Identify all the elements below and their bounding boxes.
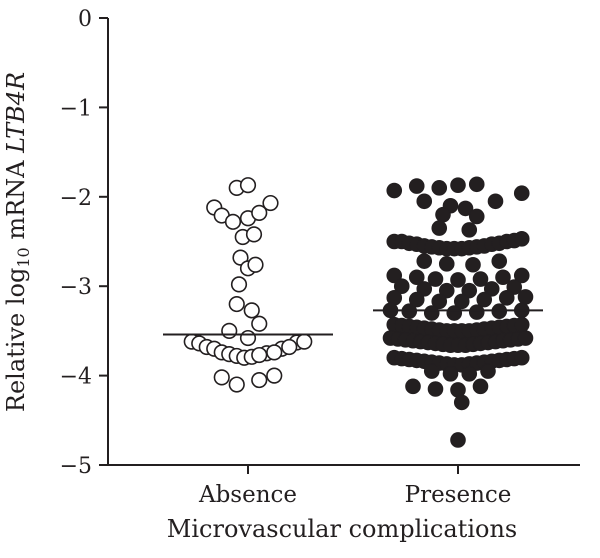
data-point bbox=[461, 282, 478, 299]
y-tick-label: −3 bbox=[60, 275, 92, 300]
data-point bbox=[431, 220, 448, 236]
data-point bbox=[416, 193, 433, 210]
data-point bbox=[431, 293, 448, 310]
data-point bbox=[239, 177, 257, 194]
data-point bbox=[405, 378, 421, 395]
data-point bbox=[427, 271, 444, 287]
data-point bbox=[483, 281, 500, 297]
x-axis-title: Microvascular complications bbox=[167, 515, 517, 543]
data-point bbox=[221, 322, 238, 340]
data-point bbox=[423, 363, 440, 379]
data-point bbox=[438, 282, 455, 299]
data-point bbox=[446, 305, 463, 321]
data-point bbox=[243, 302, 260, 319]
y-axis-title-middle: mRNA bbox=[2, 153, 30, 247]
data-point bbox=[251, 346, 268, 364]
data-point bbox=[465, 256, 481, 273]
data-point bbox=[213, 369, 230, 386]
data-point bbox=[266, 344, 283, 361]
y-tick-label: −1 bbox=[60, 96, 92, 121]
data-point bbox=[251, 371, 268, 389]
data-point bbox=[251, 315, 268, 332]
data-point bbox=[480, 363, 496, 379]
median-lines bbox=[163, 309, 543, 336]
data-point bbox=[408, 269, 425, 286]
data-point bbox=[435, 206, 451, 223]
data-point bbox=[386, 267, 403, 284]
data-point bbox=[472, 378, 489, 395]
data-point bbox=[461, 366, 478, 382]
data-point bbox=[431, 180, 448, 196]
data-point bbox=[495, 269, 511, 286]
data-point bbox=[491, 253, 508, 269]
data-point bbox=[224, 213, 242, 230]
data-point bbox=[251, 204, 268, 221]
data-point bbox=[386, 182, 403, 199]
data-point bbox=[438, 256, 455, 272]
y-axis-title-subscript: 10 bbox=[14, 247, 33, 267]
y-tick-label: −5 bbox=[60, 454, 92, 479]
data-point bbox=[408, 178, 425, 194]
data-point bbox=[513, 185, 530, 202]
data-point bbox=[239, 329, 257, 347]
data-point bbox=[247, 256, 264, 273]
data-point bbox=[461, 222, 478, 238]
data-point bbox=[513, 267, 530, 284]
data-point bbox=[281, 338, 298, 356]
data-points bbox=[183, 176, 534, 448]
x-tick-label: Absence bbox=[198, 482, 297, 508]
data-point bbox=[468, 208, 485, 225]
data-point bbox=[450, 272, 466, 288]
y-axis: 0 −1 −2 −3 −4 −5 bbox=[60, 7, 109, 479]
data-point bbox=[427, 381, 444, 397]
data-point bbox=[450, 177, 466, 193]
data-point bbox=[296, 333, 313, 350]
data-point bbox=[245, 226, 263, 243]
data-point bbox=[423, 305, 440, 321]
data-point bbox=[228, 295, 245, 313]
y-axis-title: Relative log10 mRNA LTB4R bbox=[2, 72, 33, 412]
x-tick-label: Presence bbox=[405, 482, 512, 508]
y-axis-title-gene: LTB4R bbox=[2, 72, 30, 154]
data-point bbox=[468, 304, 485, 320]
data-point bbox=[453, 394, 470, 411]
data-point bbox=[442, 366, 459, 382]
y-tick-label: −2 bbox=[60, 186, 92, 211]
data-point bbox=[472, 271, 489, 287]
data-point bbox=[408, 291, 425, 308]
data-point bbox=[513, 349, 530, 366]
data-point bbox=[453, 293, 470, 310]
data-point bbox=[450, 432, 466, 448]
y-axis-title-prefix: Relative log bbox=[2, 268, 30, 412]
y-tick-label: 0 bbox=[78, 7, 92, 32]
data-point bbox=[506, 279, 523, 295]
y-tick-label: −4 bbox=[60, 365, 92, 390]
data-point bbox=[416, 281, 433, 297]
data-point bbox=[266, 367, 283, 384]
data-point bbox=[228, 376, 245, 393]
data-point bbox=[476, 291, 493, 308]
data-point bbox=[262, 194, 279, 212]
data-point bbox=[468, 176, 485, 193]
data-point bbox=[230, 276, 248, 293]
data-point bbox=[513, 316, 530, 333]
data-point bbox=[513, 231, 530, 247]
data-point bbox=[517, 289, 534, 305]
x-axis: Absence Presence bbox=[108, 464, 580, 508]
data-point bbox=[498, 290, 515, 306]
data-point bbox=[517, 330, 534, 346]
data-point bbox=[487, 193, 504, 210]
data-point bbox=[393, 278, 410, 295]
data-point bbox=[457, 200, 474, 217]
data-point bbox=[416, 253, 433, 269]
